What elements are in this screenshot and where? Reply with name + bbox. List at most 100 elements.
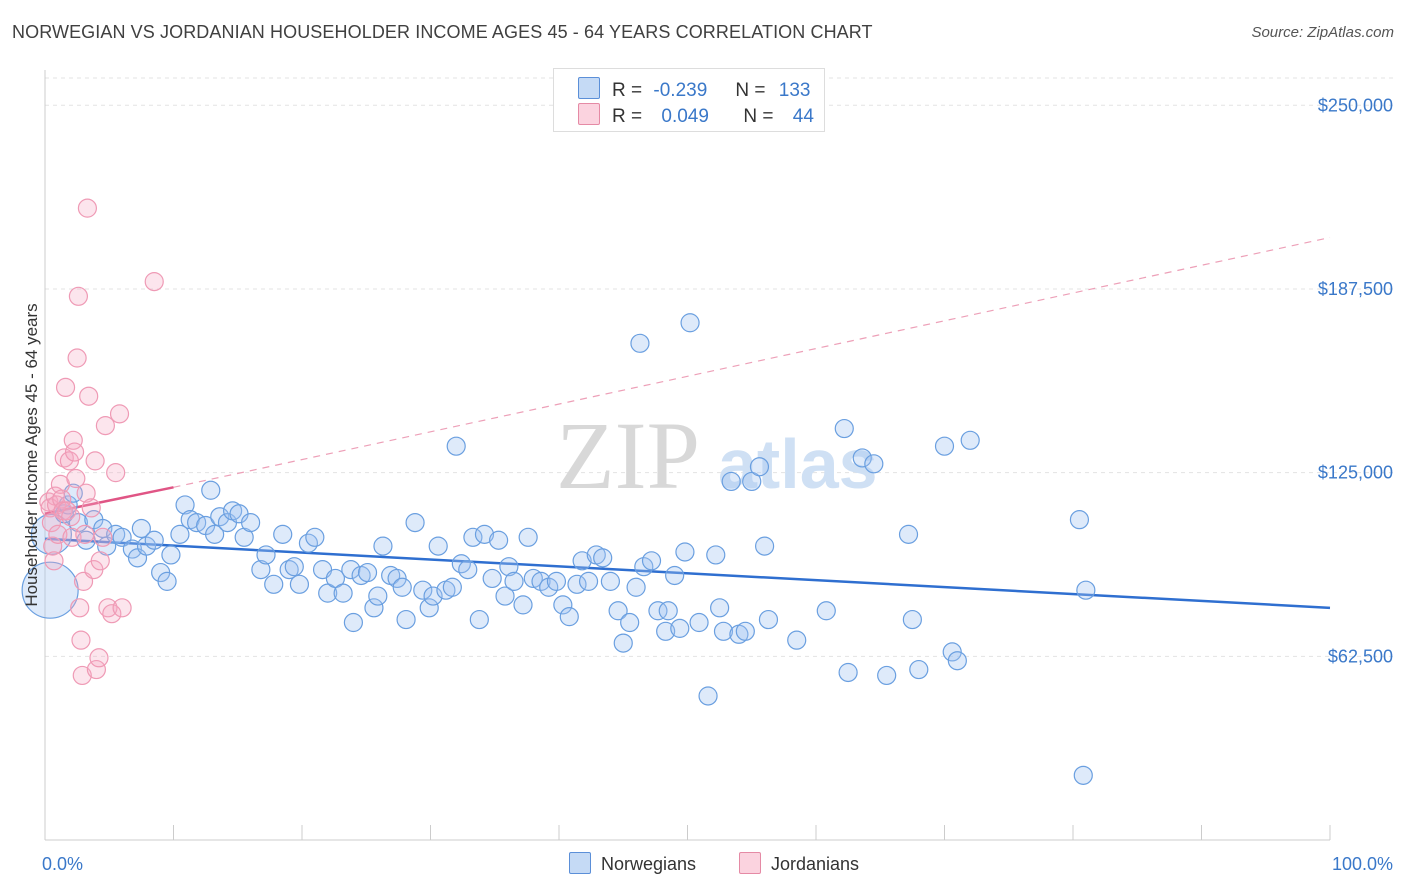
y-tick-label-1: $125,000 bbox=[1318, 463, 1393, 483]
point-norwegians-64 bbox=[446, 436, 466, 456]
point-jordanians-36 bbox=[93, 527, 113, 547]
point-norwegians-125 bbox=[934, 436, 955, 456]
point-norwegians-105 bbox=[706, 545, 726, 565]
watermark: ZIP atlas bbox=[556, 402, 878, 509]
point-jordanians-19 bbox=[66, 468, 86, 489]
point-norwegians-99 bbox=[665, 565, 685, 586]
point-norwegians-85 bbox=[578, 571, 599, 591]
point-norwegians-36 bbox=[273, 524, 293, 544]
point-norwegians-82 bbox=[559, 607, 579, 627]
point-norwegians-78 bbox=[531, 571, 551, 591]
point-norwegians-37 bbox=[279, 560, 299, 580]
point-norwegians-14 bbox=[131, 518, 151, 539]
legend-r-norwegians: -0.239 bbox=[653, 80, 708, 101]
point-jordanians-35 bbox=[90, 551, 110, 571]
point-norwegians-120 bbox=[864, 454, 884, 474]
point-jordanians-4 bbox=[44, 551, 64, 571]
y-tick-label-0: $62,500 bbox=[1328, 646, 1393, 666]
point-norwegians-123 bbox=[902, 609, 922, 630]
point-norwegians-91 bbox=[620, 612, 640, 633]
point-norwegians-75 bbox=[513, 595, 533, 615]
point-norwegians-87 bbox=[593, 548, 613, 568]
point-norwegians-110 bbox=[735, 621, 755, 641]
point-norwegians-68 bbox=[469, 609, 489, 630]
chart-title: NORWEGIAN VS JORDANIAN HOUSEHOLDER INCOM… bbox=[12, 22, 873, 42]
axes bbox=[44, 70, 1331, 841]
point-jordanians-27 bbox=[76, 483, 96, 503]
point-jordanians-2 bbox=[41, 512, 62, 533]
point-norwegians-92 bbox=[626, 577, 646, 597]
x-tick-label-max: 100.0% bbox=[1332, 854, 1393, 874]
bottom-swatch-norwegians bbox=[569, 852, 591, 874]
point-norwegians-50 bbox=[364, 598, 384, 618]
point-jordanians-23 bbox=[71, 630, 91, 650]
y-tick-label-3: $250,000 bbox=[1318, 95, 1393, 115]
point-norwegians-79 bbox=[539, 577, 559, 597]
legend-row-norwegians: R = -0.239 N = 133 bbox=[578, 77, 810, 105]
point-norwegians-71 bbox=[489, 530, 509, 550]
point-norwegians-118 bbox=[838, 662, 858, 683]
point-norwegians-108 bbox=[721, 471, 741, 492]
point-jordanians-24 bbox=[72, 665, 92, 686]
point-norwegians-104 bbox=[698, 686, 718, 706]
point-norwegians-57 bbox=[405, 512, 425, 533]
bottom-legend-jordanians: Jordanians bbox=[739, 852, 859, 875]
stats-legend: R = -0.239 N = 133 R = 0.049 N = 44 bbox=[553, 68, 825, 132]
point-norwegians-97 bbox=[656, 621, 676, 641]
point-norwegians-15 bbox=[136, 536, 157, 556]
legend-n-label: N = bbox=[735, 80, 766, 101]
bottom-legend-norwegians: Norwegians bbox=[569, 852, 696, 875]
point-jordanians-39 bbox=[102, 604, 122, 624]
point-jordanians-43 bbox=[144, 272, 164, 292]
point-norwegians-90 bbox=[613, 633, 633, 653]
point-norwegians-128 bbox=[960, 430, 980, 450]
point-norwegians-72 bbox=[495, 586, 515, 606]
point-norwegians-58 bbox=[413, 580, 433, 600]
point-norwegians-74 bbox=[504, 571, 524, 591]
point-norwegians-81 bbox=[553, 595, 573, 615]
point-norwegians-63 bbox=[442, 577, 462, 597]
point-norwegians-34 bbox=[256, 545, 276, 565]
point-norwegians-21 bbox=[175, 495, 195, 515]
point-jordanians-20 bbox=[67, 348, 87, 368]
point-norwegians-126 bbox=[942, 642, 962, 662]
legend-n-norwegians: 133 bbox=[778, 80, 811, 101]
point-norwegians-89 bbox=[608, 601, 628, 621]
bottom-label-jordanians: Jordanians bbox=[771, 854, 860, 874]
legend-n-jordanians: 44 bbox=[792, 106, 814, 127]
point-norwegians-19 bbox=[161, 545, 181, 565]
point-norwegians-6 bbox=[76, 530, 96, 550]
point-norwegians-83 bbox=[567, 574, 587, 594]
point-norwegians-124 bbox=[909, 659, 929, 680]
point-norwegians-32 bbox=[241, 512, 261, 533]
point-jordanians-11 bbox=[54, 448, 74, 468]
point-norwegians-35 bbox=[264, 574, 284, 594]
point-jordanians-41 bbox=[109, 404, 130, 424]
point-norwegians-115 bbox=[787, 630, 807, 650]
data-points bbox=[21, 198, 1096, 785]
point-norwegians-59 bbox=[419, 598, 439, 618]
point-jordanians-29 bbox=[79, 386, 99, 406]
legend-swatch-norwegians bbox=[578, 77, 600, 99]
point-norwegians-20 bbox=[170, 524, 190, 544]
point-norwegians-112 bbox=[749, 457, 770, 477]
point-jordanians-3 bbox=[43, 536, 63, 556]
point-jordanians-34 bbox=[89, 648, 109, 668]
point-norwegians-93 bbox=[630, 333, 650, 353]
point-norwegians-130 bbox=[1073, 765, 1093, 785]
legend-r-label: R = bbox=[612, 80, 643, 101]
x-tick-label-min: 0.0% bbox=[42, 854, 83, 874]
watermark-atlas: atlas bbox=[718, 425, 878, 503]
point-jordanians-12 bbox=[55, 377, 76, 398]
point-norwegians-113 bbox=[754, 536, 775, 556]
point-norwegians-88 bbox=[600, 571, 621, 591]
y-tick-labels: $62,500 $125,000 $187,500 $250,000 bbox=[1318, 95, 1393, 666]
grid-lines bbox=[45, 77, 1395, 657]
watermark-zip: ZIP bbox=[556, 402, 700, 509]
point-jordanians-37 bbox=[95, 416, 115, 436]
point-norwegians-95 bbox=[641, 551, 662, 571]
trend-line-norwegians bbox=[44, 537, 1331, 610]
legend-swatch-jordanians bbox=[578, 103, 600, 125]
point-norwegians-47 bbox=[343, 612, 363, 633]
